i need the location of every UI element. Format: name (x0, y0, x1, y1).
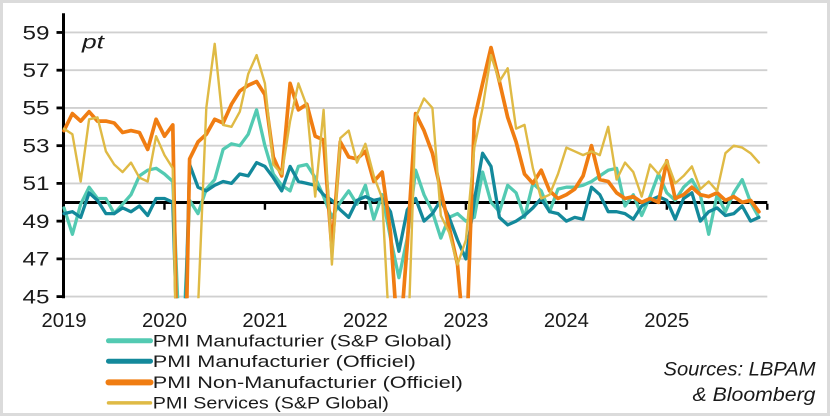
svg-text:2024: 2024 (544, 310, 589, 332)
svg-text:57: 57 (23, 61, 50, 82)
svg-text:& Bloomberg: & Bloomberg (693, 384, 816, 406)
svg-text:53: 53 (23, 137, 50, 158)
svg-text:59: 59 (23, 23, 50, 44)
svg-text:2019: 2019 (42, 310, 87, 332)
svg-text:2020: 2020 (142, 310, 187, 332)
svg-text:2022: 2022 (343, 310, 388, 332)
svg-text:55: 55 (23, 99, 50, 120)
svg-text:Sources: LBPAM: Sources: LBPAM (664, 359, 817, 381)
svg-text:PMI Non-Manufacturier (Officie: PMI Non-Manufacturier (Officiel) (153, 373, 463, 392)
svg-text:PMI Manufacturier (Officiel): PMI Manufacturier (Officiel) (153, 352, 416, 371)
svg-text:pt: pt (81, 32, 106, 54)
svg-text:51: 51 (23, 174, 50, 195)
svg-text:49: 49 (23, 212, 50, 233)
svg-text:45: 45 (23, 287, 50, 308)
svg-text:47: 47 (23, 250, 50, 271)
svg-text:2025: 2025 (644, 310, 689, 332)
svg-text:2023: 2023 (443, 310, 488, 332)
svg-text:PMI Services (S&P Global): PMI Services (S&P Global) (153, 394, 389, 413)
svg-text:PMI Manufacturier (S&P Global): PMI Manufacturier (S&P Global) (153, 332, 452, 351)
svg-text:2021: 2021 (242, 310, 287, 332)
